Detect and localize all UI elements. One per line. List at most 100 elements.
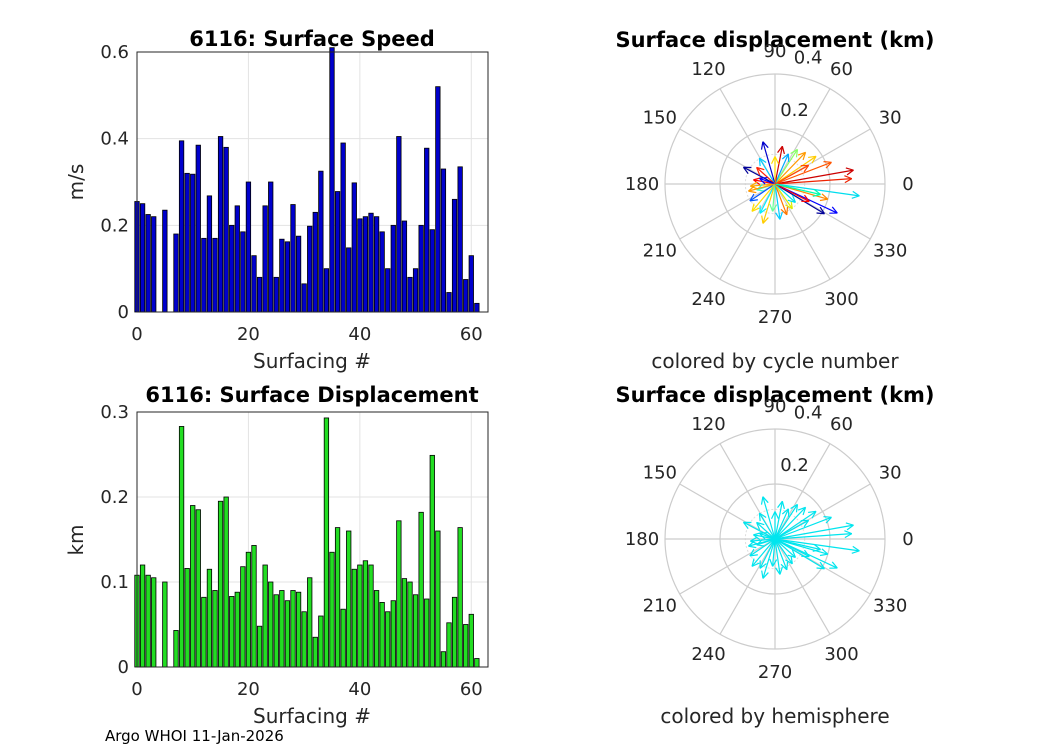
displacement-bar-50 — [412, 594, 419, 668]
speed-bar-3 — [151, 216, 157, 313]
polar-cycle-arrow-2 — [774, 183, 860, 199]
speed-bar-23 — [262, 205, 268, 313]
speed-bar-25 — [273, 276, 279, 313]
displacement-bar-1 — [139, 564, 146, 668]
polar-cycle-angle-label: 210 — [643, 241, 677, 262]
displacement-bar-30 — [301, 611, 307, 668]
polar-cycle-angle-label: 240 — [691, 289, 725, 310]
polar-hemisphere-arrow-4 — [774, 538, 826, 570]
displacement-bar-5 — [162, 581, 168, 668]
speed-bar-8 — [178, 140, 185, 313]
polar-cycle-r-tick-label: 0.2 — [780, 100, 809, 121]
polar-cycle-arrow-21 — [751, 183, 776, 212]
polar-hemisphere-arrow-15 — [756, 521, 776, 540]
displacement-y-tick-label: 0.3 — [100, 402, 129, 423]
displacement-bar-54 — [435, 530, 441, 668]
speed-bar-48 — [401, 220, 408, 313]
polar-hemisphere-arrow-14 — [758, 512, 776, 540]
polar-hemisphere-angle-label: 330 — [873, 596, 907, 617]
speed-bar-52 — [424, 147, 430, 313]
speed-bar-13 — [206, 195, 213, 313]
displacement-bar-7 — [173, 630, 179, 668]
polar-hemisphere-angle-label: 120 — [691, 414, 725, 435]
displacement-x-tick-label: 0 — [131, 679, 142, 700]
displacement-bar-51 — [418, 511, 424, 668]
speed-y-tick-label: 0 — [118, 302, 129, 323]
polar-hemisphere-arrow-12 — [770, 511, 780, 539]
polar-hemisphere-title: Surface displacement (km) — [615, 383, 934, 407]
polar-hemisphere-spoke — [719, 538, 776, 635]
speed-y-tick-label: 0.6 — [100, 42, 129, 63]
speed-bar-29 — [295, 235, 302, 313]
speed-bar-51 — [418, 224, 424, 313]
polar-cycle-arrow-9 — [774, 148, 799, 185]
polar-cycle-arrow-29 — [774, 183, 810, 203]
displacement-bar-45 — [385, 611, 391, 668]
displacement-bar-13 — [206, 568, 213, 668]
polar-hemisphere-arrow-11 — [774, 500, 785, 540]
speed-x-tick-label: 0 — [131, 324, 142, 345]
polar-hemisphere-arrow-16 — [742, 521, 776, 540]
polar-cycle-arrow-7 — [774, 155, 817, 185]
polar-hemisphere-arrow-33 — [748, 538, 776, 549]
speed-bar-46 — [390, 224, 396, 313]
displacement-bar-16 — [223, 496, 229, 668]
speed-bar-45 — [385, 268, 391, 313]
speed-bar-47 — [396, 136, 402, 313]
displacement-bar-18 — [234, 591, 240, 668]
polar-hemisphere-angle-label: 60 — [830, 414, 853, 435]
polar-hemisphere-angle-label: 150 — [643, 463, 677, 484]
speed-bar-38 — [346, 247, 352, 313]
displacement-bar-52 — [424, 598, 430, 668]
speed-bar-16 — [223, 146, 229, 313]
polar-hemisphere-arrow-27 — [774, 538, 793, 565]
polar-cycle-arrow-12 — [770, 156, 780, 184]
polar-cycle-arrow-26 — [774, 183, 789, 216]
speed-bar-55 — [440, 168, 447, 313]
displacement-bar-15 — [217, 500, 224, 668]
displacement-bar-32 — [312, 636, 318, 668]
polar-cycle-arrow-24 — [769, 183, 778, 212]
polar-cycle-arrow-30 — [774, 183, 821, 197]
displacement-bar-47 — [396, 520, 402, 668]
speed-bar-22 — [256, 276, 263, 313]
polar-cycle-angle-label: 330 — [873, 241, 907, 262]
speed-bars — [134, 47, 480, 313]
polar-hemisphere-chart: Surface displacement (km) 0 30 60 90 120 150 1… — [615, 383, 934, 728]
displacement-bar-41 — [362, 560, 369, 668]
speed-bar-42 — [368, 212, 374, 313]
speed-y-tick-label: 0.2 — [100, 215, 129, 236]
speed-bar-40 — [357, 218, 363, 313]
displacement-bar-2 — [145, 574, 151, 668]
speed-chart-title: 6116: Surface Speed — [189, 27, 435, 51]
polar-hemisphere-angle-label: 0 — [902, 529, 913, 550]
polar-hemisphere-arrows — [742, 496, 860, 579]
polar-cycle-angle-label: 30 — [879, 108, 902, 129]
polar-cycle-arrow-11 — [774, 145, 785, 185]
displacement-bar-55 — [440, 651, 447, 668]
speed-bar-37 — [340, 142, 346, 313]
speed-bar-57 — [451, 198, 458, 313]
displacement-bar-38 — [346, 530, 352, 668]
displacement-y-axis-label: km — [64, 524, 88, 555]
speed-y-tick-label: 0.4 — [100, 129, 129, 150]
polar-cycle-arrow-31 — [774, 164, 810, 185]
speed-y-axis-label: m/s — [64, 164, 88, 201]
displacement-bar-44 — [379, 602, 385, 668]
displacement-bar-56 — [446, 622, 452, 668]
speed-bar-60 — [468, 255, 474, 313]
displacement-bar-11 — [195, 509, 201, 668]
polar-hemisphere-arrow-21 — [751, 538, 776, 567]
speed-x-tick-label: 40 — [348, 324, 371, 345]
polar-cycle-angle-label: 120 — [691, 59, 725, 80]
displacement-x-tick-label: 20 — [237, 679, 260, 700]
displacement-bar-35 — [329, 551, 335, 668]
speed-bar-11 — [195, 144, 201, 313]
speed-bar-50 — [412, 268, 419, 313]
polar-hemisphere-r-tick-label: 0.4 — [794, 403, 823, 424]
speed-bar-19 — [240, 231, 246, 313]
polar-cycle-arrow-13 — [760, 141, 776, 185]
polar-hemisphere-arrow-20 — [749, 538, 776, 557]
polar-hemisphere-r-tick-label: 0.2 — [780, 455, 809, 476]
polar-cycle-arrow-33 — [748, 183, 776, 194]
